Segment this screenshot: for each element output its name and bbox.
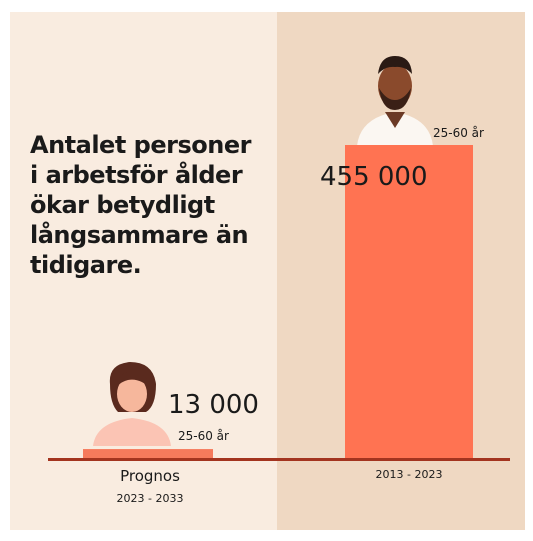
title-line: tidigare.	[30, 251, 141, 279]
title-line: i arbetsför ålder	[30, 160, 243, 189]
category-label: 2023 - 2033	[117, 492, 184, 505]
value-label: 455 000	[320, 162, 428, 192]
category-note: Prognos	[120, 467, 180, 485]
infographic: Antalet personeri arbetsför ålderökar be…	[0, 0, 533, 541]
bar	[83, 449, 213, 458]
value-label: 13 000	[168, 390, 259, 420]
title-line: långsammare än	[30, 220, 248, 249]
group-label: 25-60 år	[433, 126, 484, 140]
group-label: 25-60 år	[178, 429, 229, 443]
title-line: Antalet personer	[30, 131, 252, 159]
category-label: 2013 - 2023	[376, 468, 443, 481]
title-line: ökar betydligt	[30, 191, 215, 219]
